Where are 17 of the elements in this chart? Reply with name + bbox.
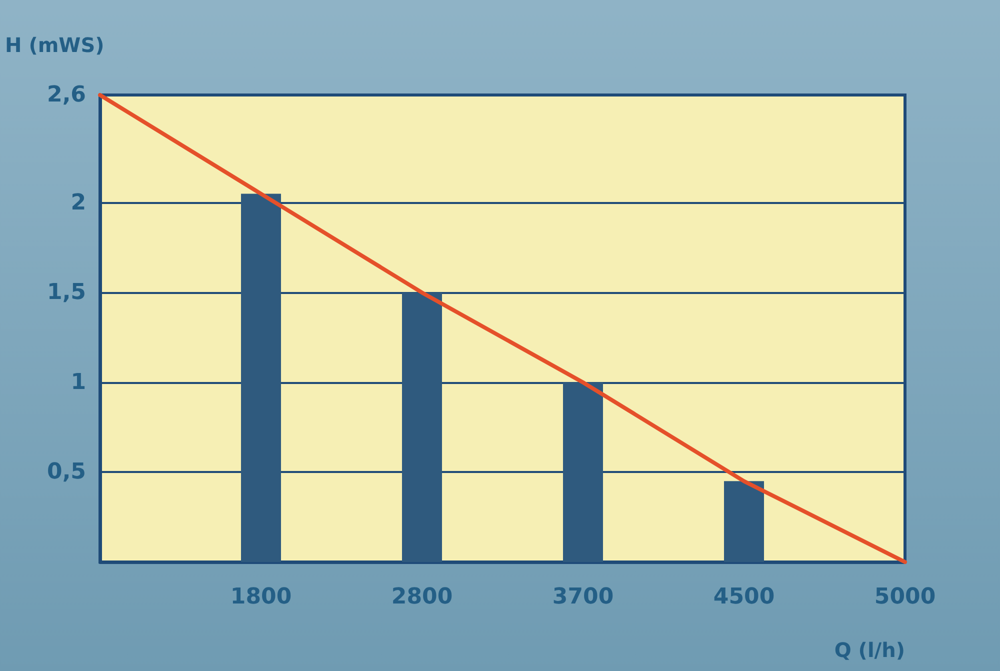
y-tick-label: 1,5 (47, 280, 86, 306)
y-tick-label: 2 (70, 190, 86, 216)
x-tick-label: 1800 (230, 584, 292, 610)
x-axis-title: Q (l/h) (834, 638, 905, 662)
line-series (98, 93, 907, 564)
y-tick-label: 0,5 (47, 460, 86, 485)
y-tick-label: 1 (70, 370, 86, 395)
y-tick-label: 2,6 (47, 82, 86, 108)
bar (563, 382, 603, 562)
x-tick-label: 2800 (391, 584, 453, 610)
bar (724, 481, 764, 562)
x-tick-label: 5000 (874, 584, 936, 610)
bar (402, 292, 442, 562)
x-tick-label: 3700 (552, 584, 614, 610)
x-tick-label: 4500 (713, 584, 775, 610)
bar (241, 194, 281, 562)
y-axis-title: H (mWS) (5, 33, 104, 57)
